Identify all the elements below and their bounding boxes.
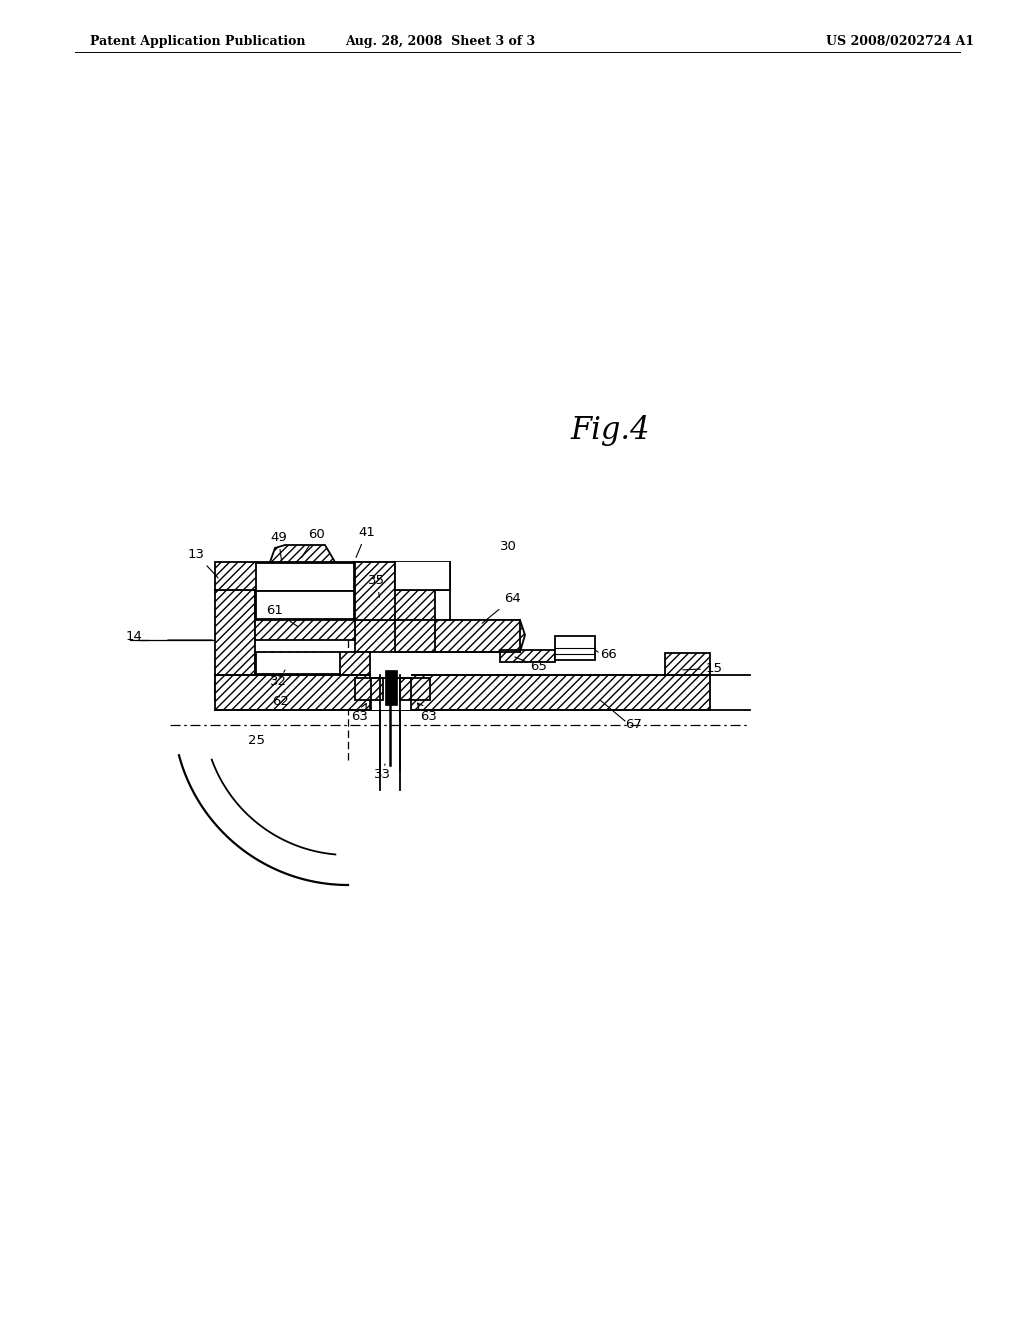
Text: 35: 35: [368, 574, 385, 597]
Polygon shape: [255, 652, 370, 675]
Polygon shape: [355, 562, 395, 620]
Bar: [371, 675, 411, 710]
Text: 15: 15: [683, 663, 723, 675]
Text: 67: 67: [625, 718, 642, 731]
Text: 66: 66: [600, 648, 616, 660]
Text: 60: 60: [301, 528, 325, 557]
Bar: [555, 636, 595, 660]
Polygon shape: [500, 649, 555, 663]
Text: 25: 25: [248, 734, 265, 747]
Text: 65: 65: [530, 660, 547, 672]
Text: 32: 32: [270, 671, 287, 688]
Text: 14: 14: [125, 630, 142, 643]
Text: 49: 49: [270, 531, 287, 561]
Bar: [256, 653, 340, 675]
Text: 41: 41: [356, 525, 375, 557]
Bar: [256, 591, 354, 619]
Polygon shape: [215, 675, 370, 710]
Text: 63: 63: [351, 704, 368, 723]
Polygon shape: [340, 675, 710, 710]
Text: Aug. 28, 2008  Sheet 3 of 3: Aug. 28, 2008 Sheet 3 of 3: [345, 36, 536, 48]
Text: US 2008/0202724 A1: US 2008/0202724 A1: [826, 36, 974, 48]
Text: 30: 30: [500, 540, 517, 553]
Text: 62: 62: [272, 692, 289, 708]
Text: 64: 64: [482, 591, 521, 623]
Text: 33: 33: [374, 764, 391, 781]
Bar: [395, 562, 450, 590]
Polygon shape: [355, 678, 383, 700]
Bar: [385, 671, 397, 705]
Polygon shape: [400, 678, 430, 700]
Text: 13: 13: [188, 548, 218, 578]
Text: Fig.4: Fig.4: [570, 414, 650, 446]
Bar: [256, 653, 341, 675]
Polygon shape: [665, 653, 710, 675]
Text: 63: 63: [418, 704, 437, 723]
Text: 61: 61: [266, 605, 298, 627]
Polygon shape: [215, 562, 450, 590]
Bar: [256, 564, 354, 590]
Text: Patent Application Publication: Patent Application Publication: [90, 36, 305, 48]
Polygon shape: [355, 620, 520, 652]
Polygon shape: [255, 620, 355, 640]
Polygon shape: [255, 590, 435, 620]
Polygon shape: [215, 590, 255, 700]
Polygon shape: [435, 620, 525, 652]
Polygon shape: [270, 545, 335, 562]
